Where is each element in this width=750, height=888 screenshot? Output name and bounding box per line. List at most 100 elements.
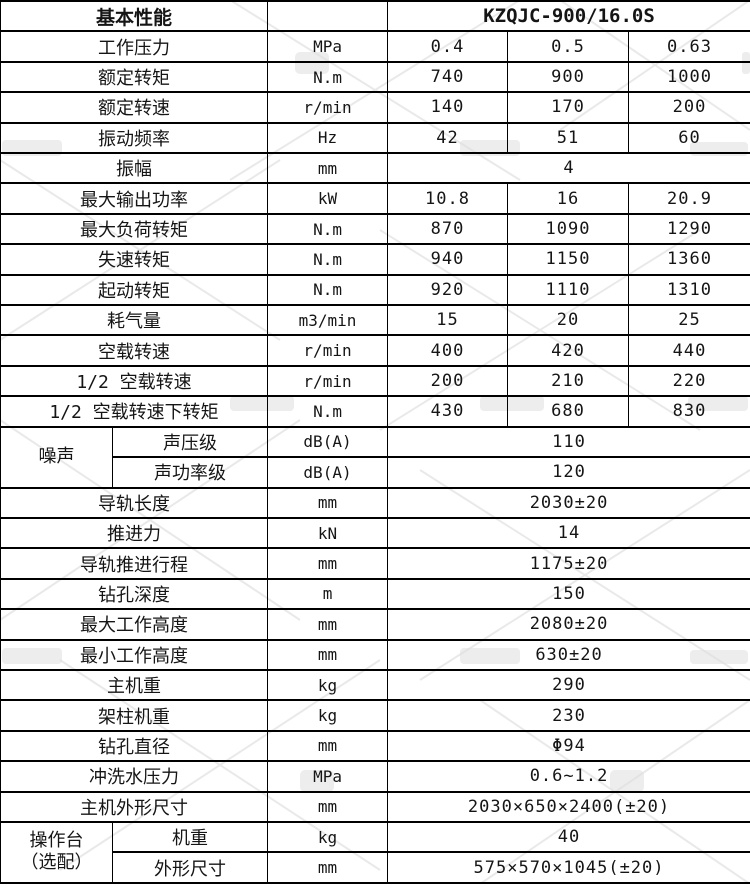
value-cell: 870	[388, 214, 508, 244]
table-row: 空载转速 r/min 400 420 440	[1, 335, 750, 365]
table-row: 耗气量 m3/min 15 20 25	[1, 305, 750, 335]
table-row: 失速转矩 N.m 940 1150 1360	[1, 244, 750, 274]
value-cell: 920	[388, 275, 508, 305]
value-cell: 440	[629, 335, 750, 365]
unit-cell: dB(A)	[268, 427, 388, 457]
table-row: 导轨长度 mm 2030±20	[1, 488, 750, 518]
value-cell-merged: 150	[388, 579, 750, 609]
value-cell-merged: 2080±20	[388, 609, 750, 639]
unit-cell: mm	[268, 640, 388, 670]
unit-cell: mm	[268, 609, 388, 639]
value-cell: 1000	[629, 62, 750, 92]
table-row-noise: 噪声 声压级 dB(A) 110	[1, 427, 750, 457]
value-cell: 140	[388, 92, 508, 122]
value-cell: 420	[508, 335, 629, 365]
table-row: 架柱机重 kg 230	[1, 700, 750, 730]
value-cell-merged: 4	[388, 153, 750, 183]
param-label: 起动转矩	[1, 275, 268, 305]
table-row: 钻孔深度 m 150	[1, 579, 750, 609]
param-label: 声功率级	[113, 457, 268, 487]
param-label: 额定转速	[1, 92, 268, 122]
unit-cell: mm	[268, 852, 388, 883]
table-row-console: 外形尺寸 mm 575×570×1045(±20)	[1, 852, 750, 883]
value-cell: 20	[508, 305, 629, 335]
value-cell: 210	[508, 366, 629, 396]
param-label: 最小工作高度	[1, 640, 268, 670]
param-label: 冲洗水压力	[1, 761, 268, 791]
table-row: 1/2 空载转速 r/min 200 210 220	[1, 366, 750, 396]
value-cell: 0.5	[508, 31, 629, 61]
value-cell: 1110	[508, 275, 629, 305]
value-cell: 430	[388, 396, 508, 426]
param-label: 机重	[113, 822, 268, 852]
unit-cell: MPa	[268, 31, 388, 61]
param-label: 钻孔深度	[1, 579, 268, 609]
unit-cell: mm	[268, 792, 388, 822]
model-number: KZQJC-900/16.0S	[388, 1, 750, 31]
table-title: 基本性能	[1, 1, 268, 31]
table-row: 最小工作高度 mm 630±20	[1, 640, 750, 670]
value-cell-merged: 120	[388, 457, 750, 487]
value-cell: 16	[508, 183, 629, 213]
value-cell: 1310	[629, 275, 750, 305]
value-cell: 1360	[629, 244, 750, 274]
param-label: 最大工作高度	[1, 609, 268, 639]
unit-cell: r/min	[268, 335, 388, 365]
table-row: 最大负荷转矩 N.m 870 1090 1290	[1, 214, 750, 244]
param-label: 导轨推进行程	[1, 548, 268, 578]
param-label: 推进力	[1, 518, 268, 548]
value-cell-merged: 575×570×1045(±20)	[388, 852, 750, 883]
unit-cell: kW	[268, 183, 388, 213]
unit-cell: r/min	[268, 92, 388, 122]
unit-cell: r/min	[268, 366, 388, 396]
param-label: 钻孔直径	[1, 731, 268, 761]
table-row: 主机外形尺寸 mm 2030×650×2400(±20)	[1, 792, 750, 822]
value-cell: 42	[388, 123, 508, 153]
value-cell: 20.9	[629, 183, 750, 213]
value-cell: 680	[508, 396, 629, 426]
table-row: 冲洗水压力 MPa 0.6~1.2	[1, 761, 750, 791]
table-row: 额定转矩 N.m 740 900 1000	[1, 62, 750, 92]
table-row: 振幅 mm 4	[1, 153, 750, 183]
value-cell: 900	[508, 62, 629, 92]
value-cell: 0.63	[629, 31, 750, 61]
unit-cell: dB(A)	[268, 457, 388, 487]
param-label: 工作压力	[1, 31, 268, 61]
value-cell-merged: 40	[388, 822, 750, 852]
unit-cell: Hz	[268, 123, 388, 153]
table-row: 最大输出功率 kW 10.8 16 20.9	[1, 183, 750, 213]
unit-cell: N.m	[268, 275, 388, 305]
unit-cell: N.m	[268, 62, 388, 92]
unit-cell: N.m	[268, 244, 388, 274]
value-cell: 25	[629, 305, 750, 335]
unit-cell: kg	[268, 670, 388, 700]
value-cell-merged: 630±20	[388, 640, 750, 670]
param-label: 导轨长度	[1, 488, 268, 518]
table-row: 钻孔直径 mm Φ94	[1, 731, 750, 761]
unit-cell: mm	[268, 731, 388, 761]
value-cell: 0.4	[388, 31, 508, 61]
value-cell: 15	[388, 305, 508, 335]
value-cell: 400	[388, 335, 508, 365]
param-label: 失速转矩	[1, 244, 268, 274]
value-cell: 170	[508, 92, 629, 122]
value-cell: 200	[629, 92, 750, 122]
header-row: 基本性能 KZQJC-900/16.0S	[1, 1, 750, 31]
param-label: 1/2 空载转速下转矩	[1, 396, 268, 426]
table-row: 推进力 kN 14	[1, 518, 750, 548]
console-group-label: 操作台 （选配）	[1, 822, 113, 883]
table-row: 导轨推进行程 mm 1175±20	[1, 548, 750, 578]
param-label: 空载转速	[1, 335, 268, 365]
unit-cell: kg	[268, 700, 388, 730]
unit-cell: kN	[268, 518, 388, 548]
unit-cell: N.m	[268, 396, 388, 426]
value-cell: 60	[629, 123, 750, 153]
unit-cell: mm	[268, 488, 388, 518]
value-cell-merged: 2030±20	[388, 488, 750, 518]
value-cell: 200	[388, 366, 508, 396]
value-cell: 1150	[508, 244, 629, 274]
value-cell-merged: 0.6~1.2	[388, 761, 750, 791]
noise-group-label: 噪声	[1, 427, 113, 488]
param-label: 声压级	[113, 427, 268, 457]
